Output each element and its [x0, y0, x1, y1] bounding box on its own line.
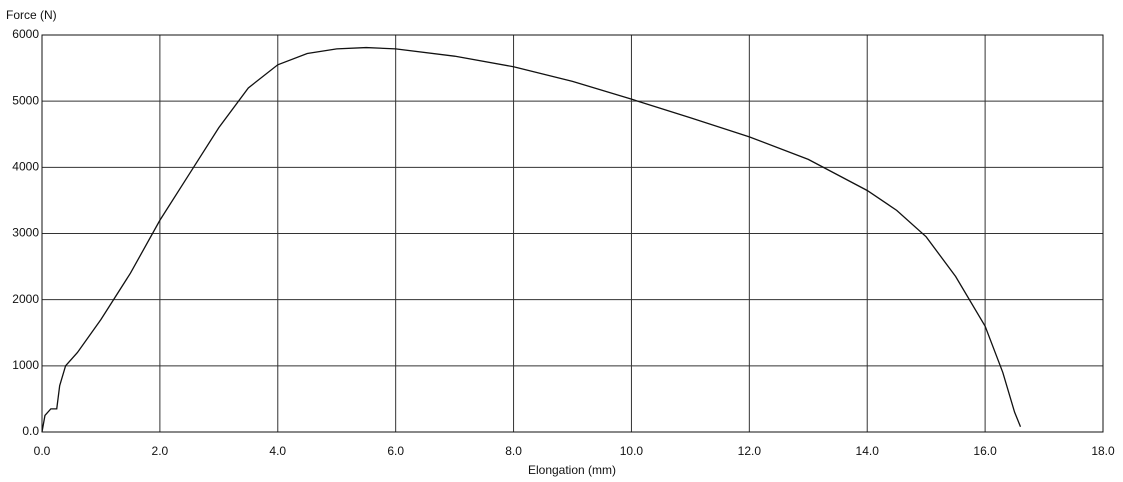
x-tick-label: 12.0	[738, 444, 762, 458]
y-tick-label: 2000	[12, 292, 39, 306]
force-curve	[41, 46, 1022, 433]
x-tick-label: 14.0	[856, 444, 880, 458]
x-tick-label: 4.0	[269, 444, 286, 458]
x-tick-label: 18.0	[1091, 444, 1115, 458]
y-tick-label: 4000	[12, 160, 39, 174]
plot-frame	[41, 34, 1104, 433]
x-tick-label: 10.0	[620, 444, 644, 458]
x-tick-label: 16.0	[973, 444, 997, 458]
y-axis-label: Force (N)	[6, 8, 57, 22]
y-tick-label: 3000	[12, 226, 39, 240]
y-tick-label: 1000	[12, 358, 39, 372]
y-tick-label: 6000	[12, 27, 39, 41]
x-axis-label: Elongation (mm)	[528, 463, 616, 477]
y-tick-label: 0.0	[22, 424, 39, 438]
x-tick-label: 2.0	[152, 444, 169, 458]
x-tick-label: 0.0	[34, 444, 51, 458]
x-tick-label: 6.0	[387, 444, 404, 458]
y-tick-label: 5000	[12, 93, 39, 107]
x-tick-label: 8.0	[505, 444, 522, 458]
